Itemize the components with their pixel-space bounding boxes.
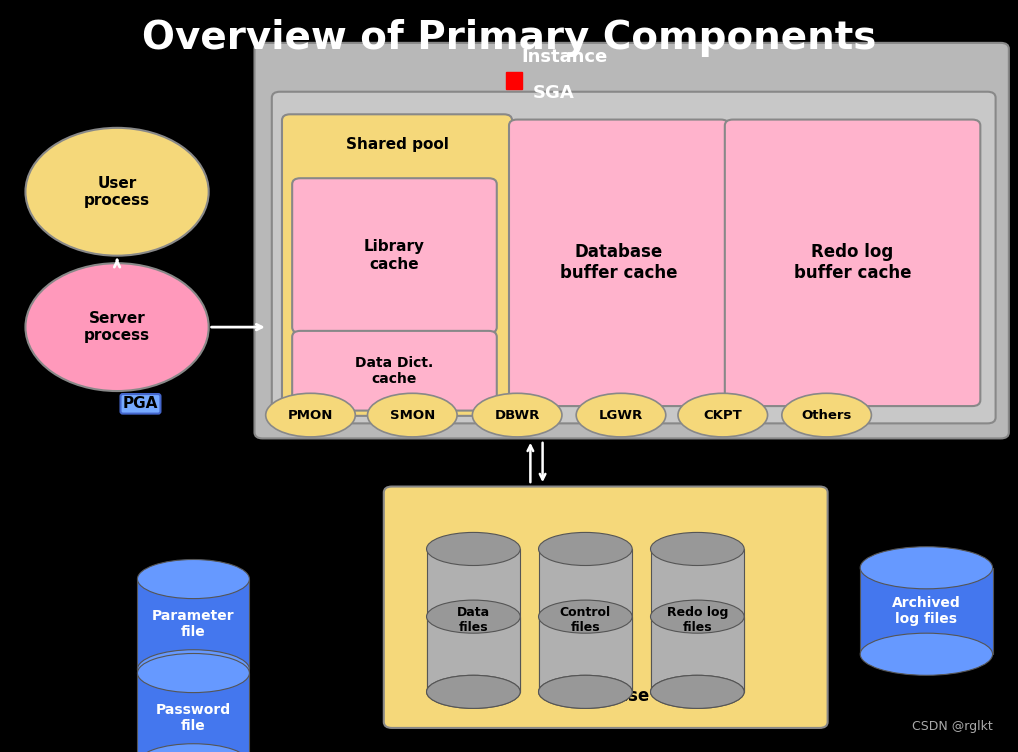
Bar <box>137 579 249 669</box>
Text: CKPT: CKPT <box>703 408 742 422</box>
Ellipse shape <box>539 675 632 708</box>
Text: Library
cache: Library cache <box>364 239 425 272</box>
FancyBboxPatch shape <box>384 487 828 728</box>
Ellipse shape <box>651 600 744 633</box>
Ellipse shape <box>539 675 632 708</box>
Text: Others: Others <box>801 408 852 422</box>
Text: PMON: PMON <box>288 408 333 422</box>
Ellipse shape <box>137 559 249 599</box>
Ellipse shape <box>427 600 520 633</box>
Text: Control
files: Control files <box>560 606 611 635</box>
Ellipse shape <box>576 393 666 437</box>
Bar <box>506 72 522 89</box>
Ellipse shape <box>427 675 520 708</box>
Text: User
process: User process <box>84 175 150 208</box>
Text: Overview of Primary Components: Overview of Primary Components <box>142 19 876 57</box>
Ellipse shape <box>472 393 562 437</box>
Ellipse shape <box>25 128 209 256</box>
Ellipse shape <box>539 532 632 566</box>
Bar <box>651 617 744 692</box>
Text: Parameter
file: Parameter file <box>152 609 235 639</box>
FancyBboxPatch shape <box>509 120 729 406</box>
Text: Data
files: Data files <box>457 606 490 635</box>
Bar <box>427 549 520 692</box>
Ellipse shape <box>651 675 744 708</box>
FancyBboxPatch shape <box>282 114 512 416</box>
Text: Data Dict.
cache: Data Dict. cache <box>355 356 434 386</box>
Ellipse shape <box>678 393 768 437</box>
Text: Redo log
buffer cache: Redo log buffer cache <box>794 244 911 282</box>
Bar <box>427 617 520 692</box>
Bar <box>539 617 632 692</box>
Ellipse shape <box>651 532 744 566</box>
Ellipse shape <box>860 547 993 589</box>
Ellipse shape <box>367 393 457 437</box>
Text: SMON: SMON <box>390 408 435 422</box>
Ellipse shape <box>651 675 744 708</box>
Bar <box>539 549 632 692</box>
FancyBboxPatch shape <box>272 92 996 423</box>
Bar <box>137 673 249 752</box>
Text: CSDN @rglkt: CSDN @rglkt <box>912 720 993 733</box>
Ellipse shape <box>539 600 632 633</box>
Text: PGA: PGA <box>123 396 158 411</box>
Ellipse shape <box>137 744 249 752</box>
FancyBboxPatch shape <box>292 178 497 333</box>
FancyBboxPatch shape <box>292 331 497 411</box>
Text: DBWR: DBWR <box>495 408 540 422</box>
Text: Database
buffer cache: Database buffer cache <box>560 244 678 282</box>
Bar <box>860 568 993 654</box>
Ellipse shape <box>137 653 249 693</box>
Ellipse shape <box>427 532 520 566</box>
FancyBboxPatch shape <box>254 43 1009 438</box>
Ellipse shape <box>782 393 871 437</box>
Bar <box>651 549 744 692</box>
FancyBboxPatch shape <box>725 120 980 406</box>
Ellipse shape <box>860 633 993 675</box>
Text: Database: Database <box>562 687 649 705</box>
Text: LGWR: LGWR <box>599 408 643 422</box>
Text: Server
process: Server process <box>84 311 150 344</box>
Ellipse shape <box>427 675 520 708</box>
Ellipse shape <box>137 650 249 689</box>
Text: Password
file: Password file <box>156 703 231 733</box>
Text: Redo log
files: Redo log files <box>667 606 728 635</box>
Text: Shared pool: Shared pool <box>345 137 449 152</box>
Ellipse shape <box>266 393 355 437</box>
Text: Archived
log files: Archived log files <box>892 596 961 626</box>
Text: SGA: SGA <box>532 84 574 102</box>
Ellipse shape <box>25 263 209 391</box>
Text: Instance: Instance <box>522 48 608 66</box>
